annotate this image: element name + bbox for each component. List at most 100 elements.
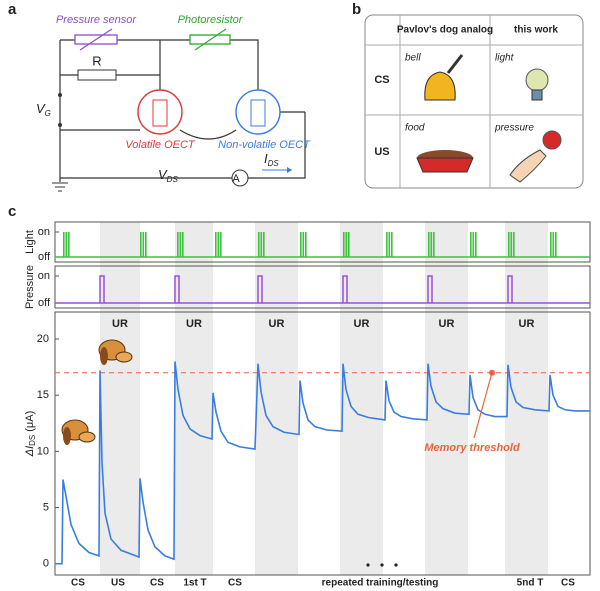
x-category-label: repeated training/testing (322, 578, 439, 589)
y-tick-label: 0 (43, 558, 49, 570)
light-pulse (513, 232, 515, 257)
node (58, 123, 62, 127)
bell-icon (424, 71, 456, 101)
shaded-band (175, 222, 213, 575)
x-category-label: 1st T (183, 578, 206, 589)
light-pulse (258, 232, 260, 257)
label: Volatile OECT (125, 139, 196, 151)
panel-frame (54, 221, 591, 263)
callout (473, 372, 493, 439)
y-axis-label: DS (28, 435, 37, 446)
label: IDS (264, 151, 279, 168)
light-pulse (550, 232, 552, 257)
light-pulse (217, 232, 220, 257)
response-label: UR (439, 318, 455, 330)
panel-label: a (8, 1, 17, 18)
shaded-band (255, 222, 298, 575)
dog-snout (78, 431, 96, 443)
x-category-label: CS (228, 578, 242, 589)
ellipsis-dot (366, 563, 370, 567)
light-pulse (343, 232, 345, 257)
circuit: a Pressure sensor Photoresistor R A VG V… (8, 1, 311, 192)
y-tick-label: 10 (37, 445, 49, 457)
y-axis-label: ΔI (24, 446, 36, 457)
panel-label: c (8, 203, 16, 220)
light-pulse (386, 232, 388, 257)
nonvolatile-oect (235, 89, 281, 135)
light-pulse (510, 232, 513, 257)
trace (55, 361, 590, 565)
y-axis-label: Pressure (24, 265, 36, 309)
light-pulse (470, 232, 472, 257)
annotation: Memory threshold (424, 442, 520, 454)
y-axis-label: (μA) (24, 411, 36, 432)
header: this work (514, 25, 558, 36)
y-tick-label: on (38, 270, 50, 282)
light-pulse (215, 232, 217, 257)
threshold-point (489, 369, 495, 376)
arrow (79, 28, 113, 51)
light-pulse (65, 232, 68, 257)
ellipsis-dot (380, 563, 384, 567)
header: Pavlov's dog analog (397, 25, 493, 36)
y-tick-label: 15 (37, 389, 49, 401)
ellipsis-dot (394, 563, 398, 567)
label: A (232, 173, 240, 185)
pressure-pulse (507, 275, 513, 303)
light-pulse (388, 232, 391, 257)
light-pulse (177, 232, 179, 257)
light-pulse (508, 232, 510, 257)
shaded-band (100, 222, 140, 575)
light-pulse (391, 232, 393, 257)
cell: food (405, 123, 425, 134)
finger-icon (509, 149, 547, 183)
cell: light (495, 53, 515, 64)
y-tick-label: off (38, 297, 51, 309)
label: Pressure sensor (56, 14, 137, 26)
dog-snout (115, 351, 133, 363)
label: VG (36, 101, 51, 118)
table-border (364, 14, 584, 189)
response-label: UR (269, 318, 285, 330)
light-pulse (302, 232, 305, 257)
shaded-band (340, 222, 383, 575)
pressure-pulse (342, 275, 348, 303)
bulb-icon (525, 68, 549, 92)
light-pulse (555, 232, 557, 257)
light-pulse (475, 232, 477, 257)
light-pulse (345, 232, 348, 257)
plot-frame (54, 311, 591, 576)
ground (52, 182, 68, 192)
response-label: UR (186, 318, 202, 330)
table-grid (365, 15, 583, 188)
response-label: UR (112, 318, 128, 330)
shaded-band (425, 222, 468, 575)
channel (152, 99, 168, 127)
label: Photoresistor (178, 14, 244, 26)
dog-ear (63, 427, 71, 445)
ammeter (231, 169, 249, 187)
pressure-pulse (99, 275, 105, 303)
arrow (194, 28, 227, 51)
cell: bell (405, 53, 421, 64)
light-pulse (348, 232, 350, 257)
label: VDS (158, 167, 178, 184)
light-pulse (260, 232, 263, 257)
arrow-head (287, 167, 292, 173)
button-icon (542, 130, 562, 150)
panel-label: b (352, 1, 361, 18)
bell-handle (446, 54, 464, 74)
light-pulse (263, 232, 265, 257)
channel (250, 99, 266, 127)
pressure-pulse (427, 275, 433, 303)
y-axis-label: Light (24, 230, 36, 254)
pressure-pulse (257, 275, 263, 303)
light-pulse (140, 232, 142, 257)
x-category-label: CS (561, 578, 575, 589)
cell: pressure (494, 123, 534, 134)
pressure-pulse (174, 275, 180, 303)
x-category-label: 5nd T (517, 578, 544, 589)
light-pulse (63, 232, 65, 257)
resistor (77, 69, 117, 81)
